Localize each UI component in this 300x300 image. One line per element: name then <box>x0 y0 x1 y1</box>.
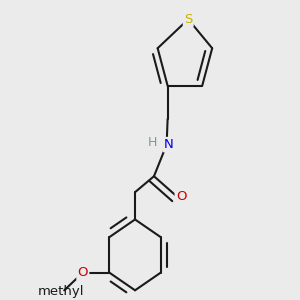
Text: methyl: methyl <box>38 285 85 298</box>
Text: S: S <box>184 13 192 26</box>
Text: O: O <box>78 266 88 279</box>
Text: O: O <box>176 190 186 203</box>
Text: H: H <box>148 136 157 149</box>
Text: N: N <box>164 138 174 151</box>
